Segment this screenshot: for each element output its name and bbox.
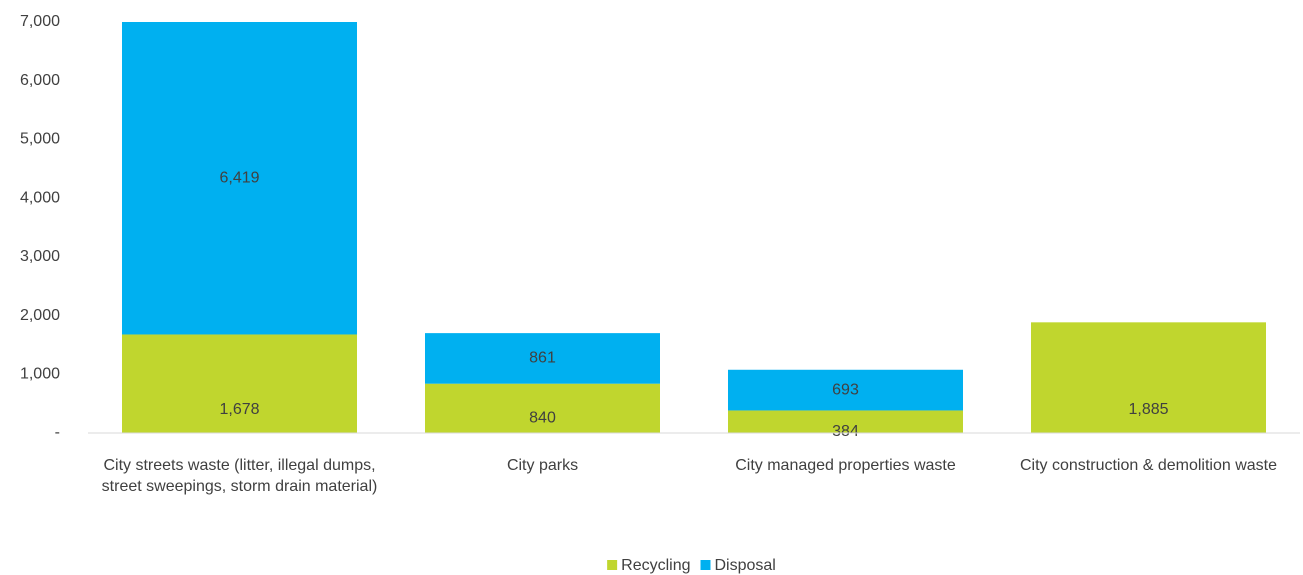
bar-segment — [425, 383, 660, 433]
bar-segment — [728, 369, 963, 411]
x-tick-label: City construction & demolition waste — [1020, 457, 1277, 474]
data-label: 384 — [832, 423, 859, 440]
legend-label: Recycling — [621, 557, 690, 574]
x-tick-label: City parks — [507, 457, 578, 474]
y-tick-label: 6,000 — [20, 72, 60, 89]
data-label: 1,678 — [219, 401, 259, 418]
data-label: 6,419 — [219, 169, 259, 186]
legend-swatch — [607, 560, 618, 570]
y-tick-label: 7,000 — [20, 13, 60, 30]
y-tick-label: 1,000 — [20, 366, 60, 383]
bar-segment — [728, 410, 963, 433]
legend-label: Disposal — [715, 557, 776, 574]
data-label: 1,885 — [1128, 401, 1168, 418]
bar-segment — [425, 333, 660, 384]
legend-swatch — [700, 560, 711, 570]
bar-segment — [122, 22, 357, 335]
y-tick-label: 4,000 — [20, 189, 60, 206]
legend: Recycling Disposal — [607, 557, 776, 574]
bar-segment — [122, 334, 357, 433]
x-tick-label: City managed properties waste — [735, 457, 956, 474]
bar-segment — [1031, 322, 1266, 433]
data-label: 840 — [529, 410, 556, 427]
y-tick-label: 2,000 — [20, 307, 60, 324]
y-tick-label: - — [55, 424, 60, 441]
y-tick-label: 5,000 — [20, 131, 60, 148]
bars — [122, 22, 1266, 433]
data-label: 693 — [832, 381, 859, 398]
data-label: 861 — [529, 350, 556, 367]
x-tick-label: City streets waste (litter, illegal dump… — [102, 457, 378, 495]
y-tick-label: 3,000 — [20, 248, 60, 265]
